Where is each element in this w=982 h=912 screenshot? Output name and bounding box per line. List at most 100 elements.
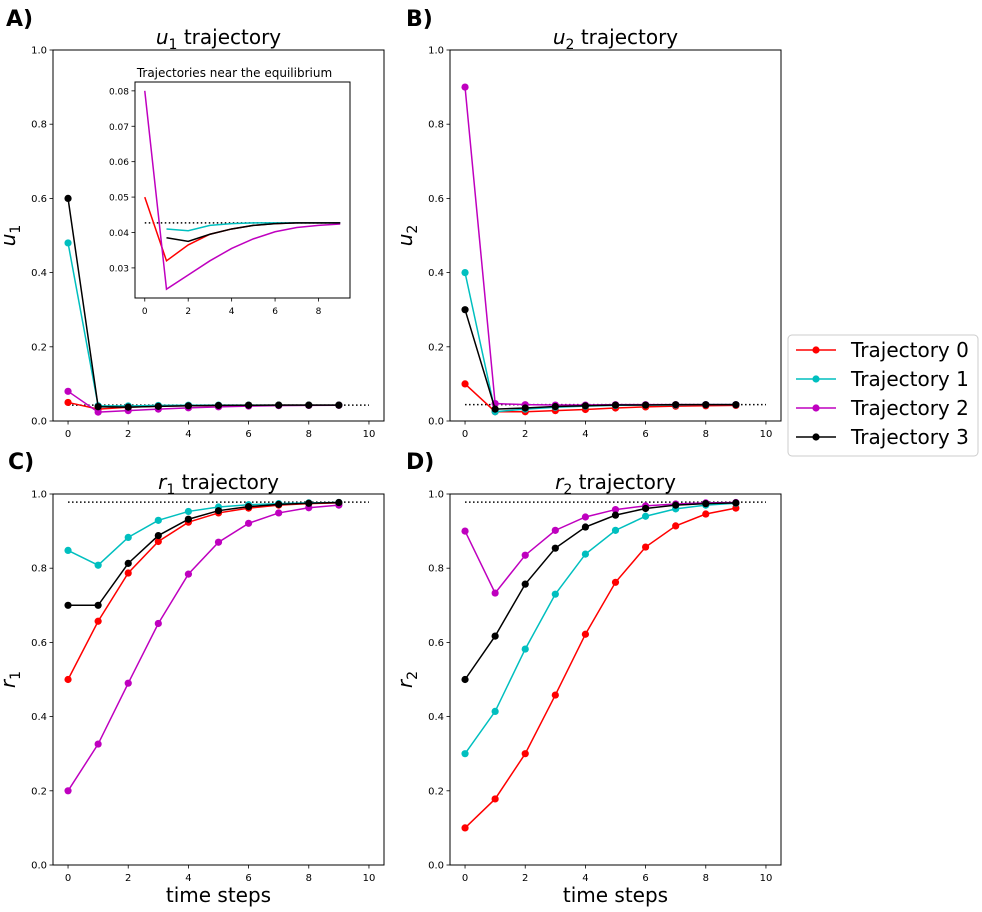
u1-point-s3-8 [305,401,313,409]
r2-point-s1-1 [491,707,499,716]
u2-point-s3-1 [491,405,499,413]
inset-y-tick-label-5: 0.08 [109,87,129,97]
u1-y-tick-label-5: 1.0 [31,46,47,57]
u2-point-s3-0 [461,306,469,314]
u1-x-tick-label-2: 4 [185,429,191,440]
u2-x-tick-label-0: 0 [462,429,468,440]
u1-point-s3-1 [94,403,102,411]
u1-ylabel-var: u [0,234,20,247]
u1-y-tick-label-3: 0.6 [31,194,47,205]
r2-point-s3-3 [551,544,559,552]
u2-y-tick-label-0: 0.0 [428,417,444,428]
r1-point-s2-5 [214,538,223,546]
u2-chart-title: u2 trajectory [553,25,678,53]
legend-marker-0 [812,346,820,354]
r2-point-s3-2 [521,580,529,588]
inset-x-tick-label-1: 2 [185,307,191,317]
inset-y-tick-label-3: 0.06 [109,158,129,168]
r1-plot-area [53,494,384,865]
u1-point-s3-6 [244,401,253,409]
r2-series-line-2 [464,501,736,595]
r2-chart-title: r2 trajectory [555,470,676,498]
u2-title-rest: trajectory [574,25,678,49]
u2-x-tick-label-5: 10 [760,429,773,440]
r2-point-s2-0 [461,527,469,535]
u1-series-line-3 [67,198,339,408]
inset-x-tick-label-0: 0 [142,307,148,317]
r1-point-s1-0 [64,546,72,554]
r1-point-s1-4 [184,507,193,516]
r2-point-s0-6 [641,543,650,551]
r1-point-s3-3 [154,531,162,540]
u2-series-line-0 [464,383,736,413]
r1-chart-title: r1 trajectory [158,470,279,498]
r1-title-sub: 1 [166,482,175,498]
u1-y-tick-label-0: 0.0 [31,417,47,428]
r2-plot-area [450,494,781,865]
r2-point-s2-5 [611,505,620,514]
r2-x-tick-label-4: 8 [703,873,709,884]
r1-ylabel-sub: 1 [8,671,24,680]
inset-x-tick-label-2: 4 [229,307,235,317]
u2-x-tick-label-3: 6 [642,429,648,440]
r2-x-tick-label-0: 0 [462,873,468,884]
u2-y-tick-label-2: 0.4 [428,268,444,279]
panel-letter-b: B) [406,7,433,32]
u1-x-tick-label-3: 6 [245,429,251,440]
r1-y-tick-label-2: 0.4 [31,712,47,723]
r1-y-tick-label-4: 0.8 [31,564,47,575]
inset-series-line-2 [144,90,341,291]
u2-x-tick-label-2: 4 [582,429,588,440]
r2-y-tick-label-5: 1.0 [428,490,444,501]
r2-y-tick-label-2: 0.4 [428,712,444,723]
inset-axes-frame [134,81,351,299]
r1-point-s1-2 [124,533,132,542]
panel-letter-d: D) [406,450,434,475]
r2-point-s3-0 [461,675,469,684]
u1-point-s3-9 [335,401,343,409]
r1-point-s2-2 [124,679,132,687]
r2-ylabel-var: r [393,678,417,688]
r2-point-s1-5 [611,526,620,534]
r1-point-s3-8 [305,499,313,507]
u1-y-tick-label-1: 0.2 [31,342,47,353]
r1-point-s3-1 [94,601,102,609]
r1-point-s0-2 [124,569,132,577]
u2-plot-area [450,50,781,421]
u2-point-s1-0 [461,269,469,277]
r2-point-s1-6 [641,512,650,520]
u1-axes-frame [52,49,385,422]
u1-point-s3-4 [184,402,193,410]
r1-point-s1-3 [154,516,162,524]
r2-point-s1-3 [551,590,559,598]
u2-point-s3-7 [672,401,680,409]
legend-entry-0: Trajectory 0 [796,338,969,362]
r2-point-s3-5 [611,511,620,519]
u1-y-tick-label-2: 0.4 [31,268,47,279]
u1-chart-title: u1 trajectory [156,25,281,53]
u2-point-s3-8 [702,401,710,409]
r1-x-tick-label-1: 2 [125,873,131,884]
r1-y-tick-label-0: 0.0 [31,861,47,872]
r2-point-s1-4 [581,550,590,558]
r1-point-s3-9 [335,498,343,507]
r2-point-s1-0 [461,750,469,758]
u1-point-s3-3 [154,402,162,410]
u1-ylabel-sub: 1 [8,225,24,234]
r2-point-s0-4 [581,630,590,638]
u1-point-s3-0 [64,194,72,202]
r2-point-s3-1 [491,632,499,640]
u2-x-tick-label-1: 2 [522,429,528,440]
r1-point-s3-4 [184,515,193,523]
u2-y-tick-label-4: 0.8 [428,120,444,131]
r2-point-s0-7 [672,522,680,530]
r1-y-tick-label-5: 1.0 [31,490,47,501]
u1-y-axis-label: u1 [0,225,24,247]
u2-point-s3-2 [521,404,529,412]
legend-entry-1: Trajectory 1 [796,367,969,391]
u1-point-s2-1 [94,408,102,416]
r1-y-tick-label-1: 0.2 [31,786,47,797]
r1-point-s2-7 [275,509,283,517]
u2-y-axis-label: u2 [393,225,421,247]
r1-point-s3-0 [64,601,72,609]
